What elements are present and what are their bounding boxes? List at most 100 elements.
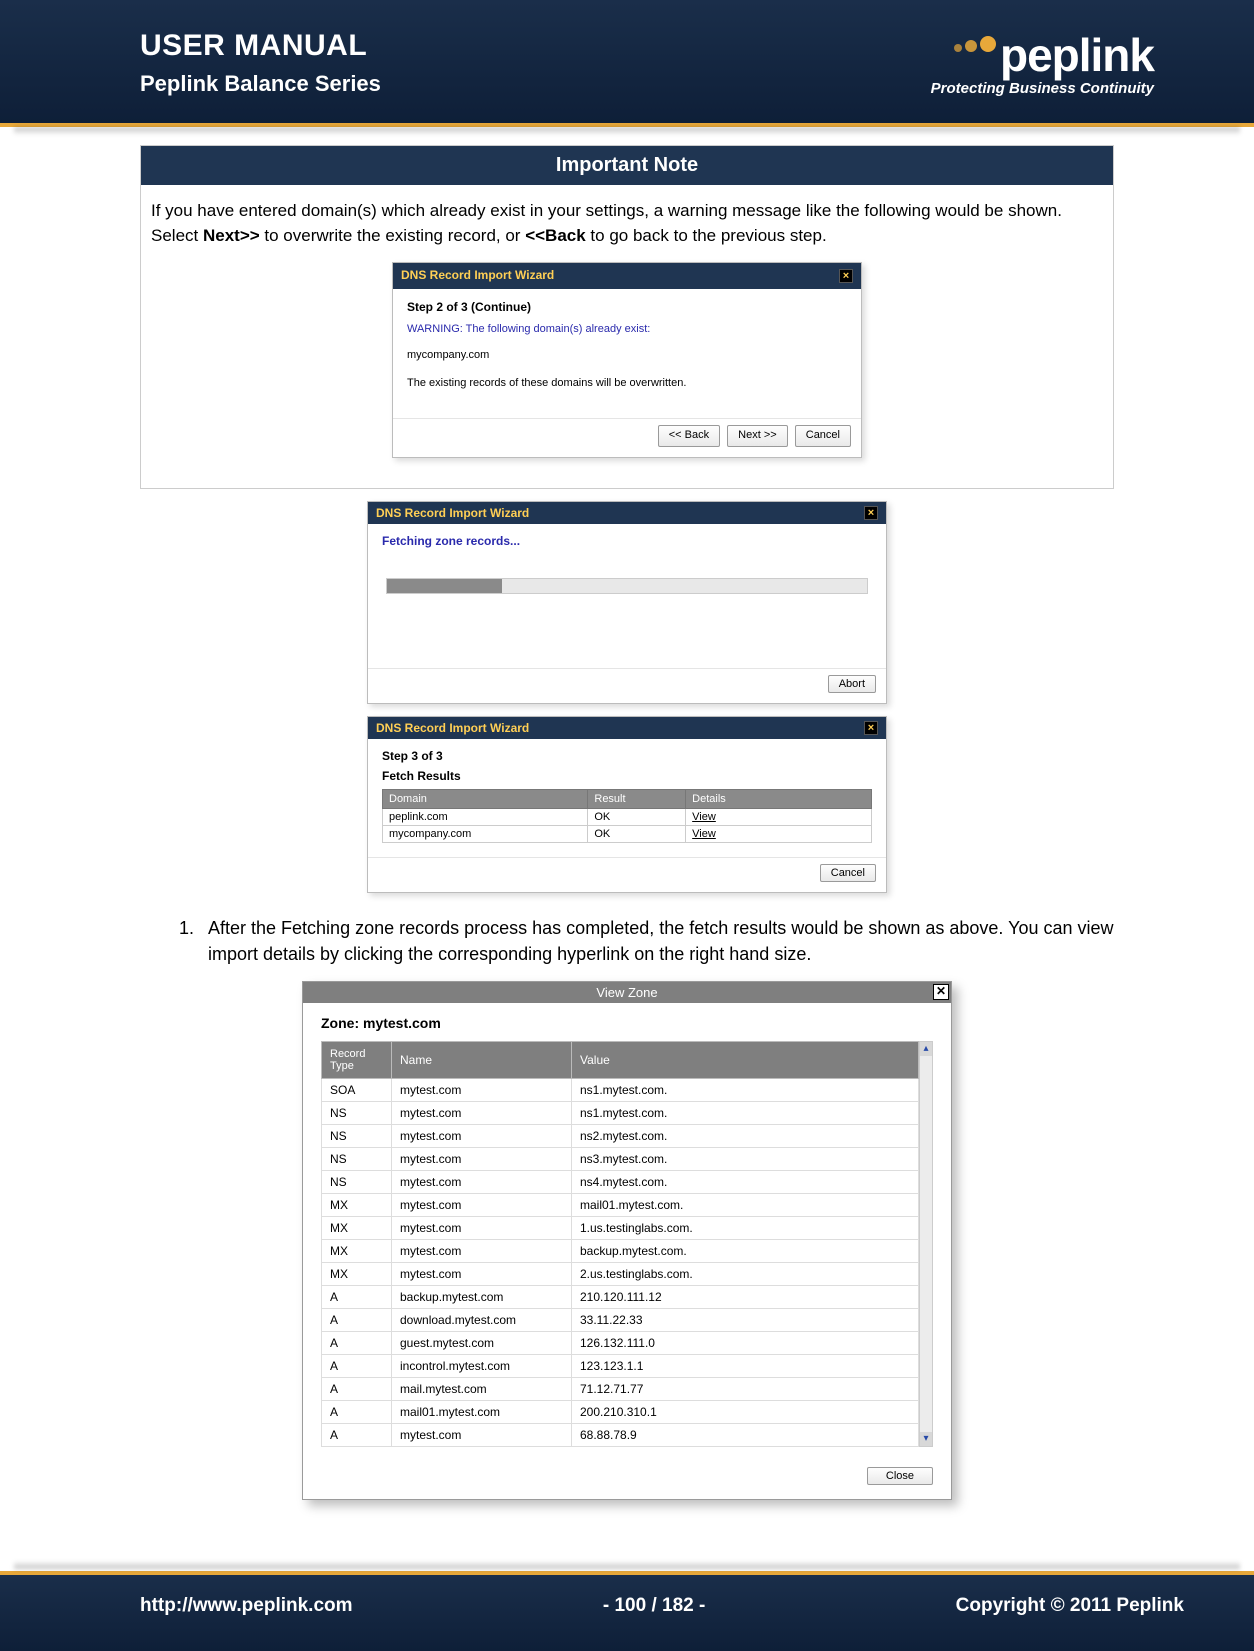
table-row: MXmytest.com1.us.testinglabs.com.: [322, 1217, 919, 1240]
cell-value: ns2.mytest.com.: [572, 1125, 919, 1148]
progress-fill: [387, 579, 502, 593]
footer-copyright: Copyright © 2011 Peplink: [956, 1595, 1184, 1617]
back-button[interactable]: << Back: [658, 425, 720, 447]
note-title: Important Note: [141, 146, 1113, 185]
note-body: If you have entered domain(s) which alre…: [141, 185, 1113, 488]
table-row: mycompany.comOKView: [383, 825, 872, 842]
table-row: Amail01.mytest.com200.210.310.1: [322, 1401, 919, 1424]
close-button[interactable]: Close: [867, 1467, 933, 1485]
cell-result: OK: [588, 808, 686, 825]
scroll-up-icon[interactable]: ▴: [920, 1042, 932, 1056]
wizard2-title: DNS Record Import Wizard: [376, 506, 529, 520]
cell-name: mytest.com: [392, 1194, 572, 1217]
scrollbar[interactable]: ▴ ▾: [919, 1041, 933, 1447]
cell-type: A: [322, 1286, 392, 1309]
close-icon[interactable]: ✕: [933, 984, 949, 1000]
view-zone-dialog: View Zone ✕ Zone: mytest.com Record Type…: [302, 981, 952, 1500]
cancel-button[interactable]: Cancel: [795, 425, 851, 447]
table-row: NSmytest.comns3.mytest.com.: [322, 1148, 919, 1171]
wizard-step2: DNS Record Import Wizard × Step 2 of 3 (…: [392, 262, 862, 458]
cell-type: A: [322, 1378, 392, 1401]
cell-type: NS: [322, 1148, 392, 1171]
cell-value: ns1.mytest.com.: [572, 1079, 919, 1102]
zone-label: Zone: mytest.com: [321, 1015, 933, 1031]
view-link[interactable]: View: [686, 825, 872, 842]
list-text: After the Fetching zone records process …: [208, 915, 1114, 967]
manual-subtitle: Peplink Balance Series: [140, 71, 381, 97]
table-row: Abackup.mytest.com210.120.111.12: [322, 1286, 919, 1309]
cell-name: mail01.mytest.com: [392, 1401, 572, 1424]
cell-name: download.mytest.com: [392, 1309, 572, 1332]
cell-name: mytest.com: [392, 1424, 572, 1447]
cell-type: MX: [322, 1263, 392, 1286]
view-link[interactable]: View: [686, 808, 872, 825]
list-number: 1.: [170, 915, 194, 967]
footer-url: http://www.peplink.com: [140, 1595, 353, 1617]
scroll-down-icon[interactable]: ▾: [920, 1432, 932, 1446]
cell-value: backup.mytest.com.: [572, 1240, 919, 1263]
wizard-fetching: DNS Record Import Wizard × Fetching zone…: [367, 501, 887, 704]
cell-domain: mycompany.com: [383, 825, 588, 842]
cell-type: A: [322, 1355, 392, 1378]
col-record-type: Record Type: [322, 1042, 392, 1079]
cell-name: backup.mytest.com: [392, 1286, 572, 1309]
cell-value: 123.123.1.1: [572, 1355, 919, 1378]
cell-name: mytest.com: [392, 1263, 572, 1286]
footer-page: - 100 / 182 -: [603, 1595, 705, 1617]
table-row: MXmytest.com2.us.testinglabs.com.: [322, 1263, 919, 1286]
table-row: Aguest.mytest.com126.132.111.0: [322, 1332, 919, 1355]
cell-type: NS: [322, 1171, 392, 1194]
wizard1-note: The existing records of these domains wi…: [407, 376, 847, 392]
cell-value: ns3.mytest.com.: [572, 1148, 919, 1171]
page-footer: http://www.peplink.com - 100 / 182 - Cop…: [0, 1571, 1254, 1651]
cell-type: A: [322, 1401, 392, 1424]
table-row: MXmytest.commail01.mytest.com.: [322, 1194, 919, 1217]
cell-value: 68.88.78.9: [572, 1424, 919, 1447]
cell-value: 1.us.testinglabs.com.: [572, 1217, 919, 1240]
cell-name: mytest.com: [392, 1148, 572, 1171]
close-icon[interactable]: ×: [864, 721, 878, 735]
wizard2-msg: Fetching zone records...: [382, 534, 872, 548]
cell-name: mytest.com: [392, 1171, 572, 1194]
col-domain: Domain: [383, 789, 588, 808]
table-row: NSmytest.comns2.mytest.com.: [322, 1125, 919, 1148]
cell-name: mytest.com: [392, 1240, 572, 1263]
manual-title: USER MANUAL: [140, 29, 381, 63]
cancel-button[interactable]: Cancel: [820, 864, 876, 882]
table-row: Amail.mytest.com71.12.71.77: [322, 1378, 919, 1401]
cell-result: OK: [588, 825, 686, 842]
header-text: USER MANUAL Peplink Balance Series: [140, 29, 381, 97]
cell-type: MX: [322, 1240, 392, 1263]
view-zone-title: View Zone: [596, 985, 657, 1000]
wizard1-title: DNS Record Import Wizard: [401, 267, 554, 284]
cell-value: ns1.mytest.com.: [572, 1102, 919, 1125]
wizard3-subtitle: Fetch Results: [382, 769, 872, 783]
wizard3-step: Step 3 of 3: [382, 749, 872, 763]
table-row: MXmytest.combackup.mytest.com.: [322, 1240, 919, 1263]
cell-value: ns4.mytest.com.: [572, 1171, 919, 1194]
cell-value: 200.210.310.1: [572, 1401, 919, 1424]
cell-domain: peplink.com: [383, 808, 588, 825]
col-result: Result: [588, 789, 686, 808]
wizard1-step: Step 2 of 3 (Continue): [407, 299, 847, 316]
abort-button[interactable]: Abort: [828, 675, 876, 693]
table-row: Adownload.mytest.com33.11.22.33: [322, 1309, 919, 1332]
table-row: SOAmytest.comns1.mytest.com.: [322, 1079, 919, 1102]
cell-type: NS: [322, 1125, 392, 1148]
cell-value: 210.120.111.12: [572, 1286, 919, 1309]
next-button[interactable]: Next >>: [727, 425, 788, 447]
wizard1-warning: WARNING: The following domain(s) already…: [407, 322, 847, 338]
page-header: USER MANUAL Peplink Balance Series pepli…: [0, 0, 1254, 127]
cell-type: MX: [322, 1194, 392, 1217]
fetch-results-table: Domain Result Details peplink.comOKViewm…: [382, 789, 872, 843]
close-icon[interactable]: ×: [839, 269, 853, 283]
cell-name: mytest.com: [392, 1217, 572, 1240]
note-bold-back: <<Back: [525, 226, 586, 245]
cell-value: 71.12.71.77: [572, 1378, 919, 1401]
table-row: NSmytest.comns4.mytest.com.: [322, 1171, 919, 1194]
table-row: NSmytest.comns1.mytest.com.: [322, 1102, 919, 1125]
wizard-step3: DNS Record Import Wizard × Step 3 of 3 F…: [367, 716, 887, 893]
wizard3-title: DNS Record Import Wizard: [376, 721, 529, 735]
cell-value: mail01.mytest.com.: [572, 1194, 919, 1217]
close-icon[interactable]: ×: [864, 506, 878, 520]
